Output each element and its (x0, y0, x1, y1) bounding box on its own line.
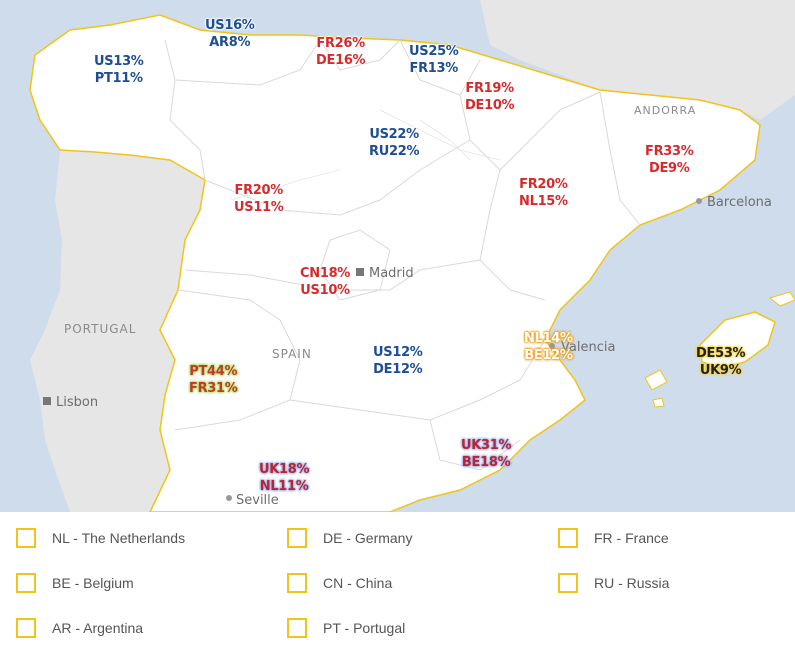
madrid-marker (356, 268, 364, 276)
legend-item-pt: PT - Portugal (287, 615, 405, 641)
madrid-label: Madrid (369, 266, 414, 281)
legend-box-icon (558, 573, 578, 593)
region-stat-galicia: US13% PT11% (94, 54, 144, 86)
legend-box-icon (287, 573, 307, 593)
map: ANDORRA Barcelona Madrid PORTUGAL SPAIN … (0, 0, 795, 512)
legend-item-fr: FR - France (558, 525, 669, 551)
legend-box-icon (16, 528, 36, 548)
region-stat-rioja: US22% RU22% (369, 127, 420, 159)
region-stat-navarra: FR19% DE10% (465, 81, 515, 113)
legend-label: CN - China (323, 575, 393, 591)
legend-label: RU - Russia (594, 575, 670, 591)
region-stat-cantabria: FR26% DE16% (316, 36, 366, 68)
legend-label: NL - The Netherlands (52, 530, 186, 546)
legend-box-icon (16, 618, 36, 638)
map-base (29, 0, 795, 512)
lisbon-label: Lisbon (56, 395, 99, 410)
barcelona-label: Barcelona (707, 195, 772, 210)
andorra-label: ANDORRA (634, 104, 697, 117)
portugal-land (30, 150, 205, 512)
region-stat-murcia: UK31% BE18% (461, 438, 512, 470)
legend-item-be: BE - Belgium (16, 570, 134, 596)
legend-item-ar: AR - Argentina (16, 615, 143, 641)
legend-label: AR - Argentina (52, 620, 144, 636)
seville-label: Seville (236, 493, 279, 508)
france-land (480, 0, 795, 120)
seville-marker (226, 495, 232, 501)
region-stat-castilla-leon: FR20% US11% (234, 183, 284, 215)
region-stat-madrid: CN18% US10% (300, 266, 351, 298)
region-stat-aragon: FR20% NL15% (519, 177, 568, 209)
spain-label: SPAIN (272, 347, 312, 361)
mallorca-land (699, 311, 776, 369)
region-stat-andalusia: UK18% NL11% (259, 462, 310, 494)
legend-item-nl: NL - The Netherlands (16, 525, 185, 551)
formentera-land (652, 397, 665, 408)
region-stat-valencia: NL14% BE12% (524, 331, 573, 363)
region-stat-extremadura: PT44% FR31% (189, 364, 238, 396)
legend-box-icon (558, 528, 578, 548)
menorca-land (768, 291, 795, 307)
region-stat-balearic: DE53% UK9% (696, 346, 746, 378)
legend-box-icon (287, 618, 307, 638)
region-stat-asturias: US16% AR8% (205, 18, 255, 50)
legend-item-cn: CN - China (287, 570, 392, 596)
legend-item-ru: RU - Russia (558, 570, 669, 596)
legend-label: DE - Germany (323, 530, 413, 546)
region-stat-basque: US25% FR13% (409, 44, 459, 76)
region-stat-castilla-mancha: US12% DE12% (373, 345, 423, 377)
legend-label: BE - Belgium (52, 575, 134, 591)
region-stat-catalonia: FR33% DE9% (645, 144, 694, 176)
barcelona-marker (696, 198, 702, 204)
portugal-label: PORTUGAL (64, 322, 137, 336)
legend-label: PT - Portugal (323, 620, 406, 636)
lisbon-marker (43, 397, 51, 405)
legend: NL - The Netherlands DE - Germany FR - F… (0, 512, 795, 650)
valencia-marker (549, 343, 555, 349)
valencia-label: Valencia (561, 340, 616, 355)
ibiza-land (644, 369, 668, 391)
legend-item-de: DE - Germany (287, 525, 412, 551)
legend-box-icon (287, 528, 307, 548)
legend-box-icon (16, 573, 36, 593)
legend-label: FR - France (594, 530, 669, 546)
spain-land (29, 14, 761, 512)
